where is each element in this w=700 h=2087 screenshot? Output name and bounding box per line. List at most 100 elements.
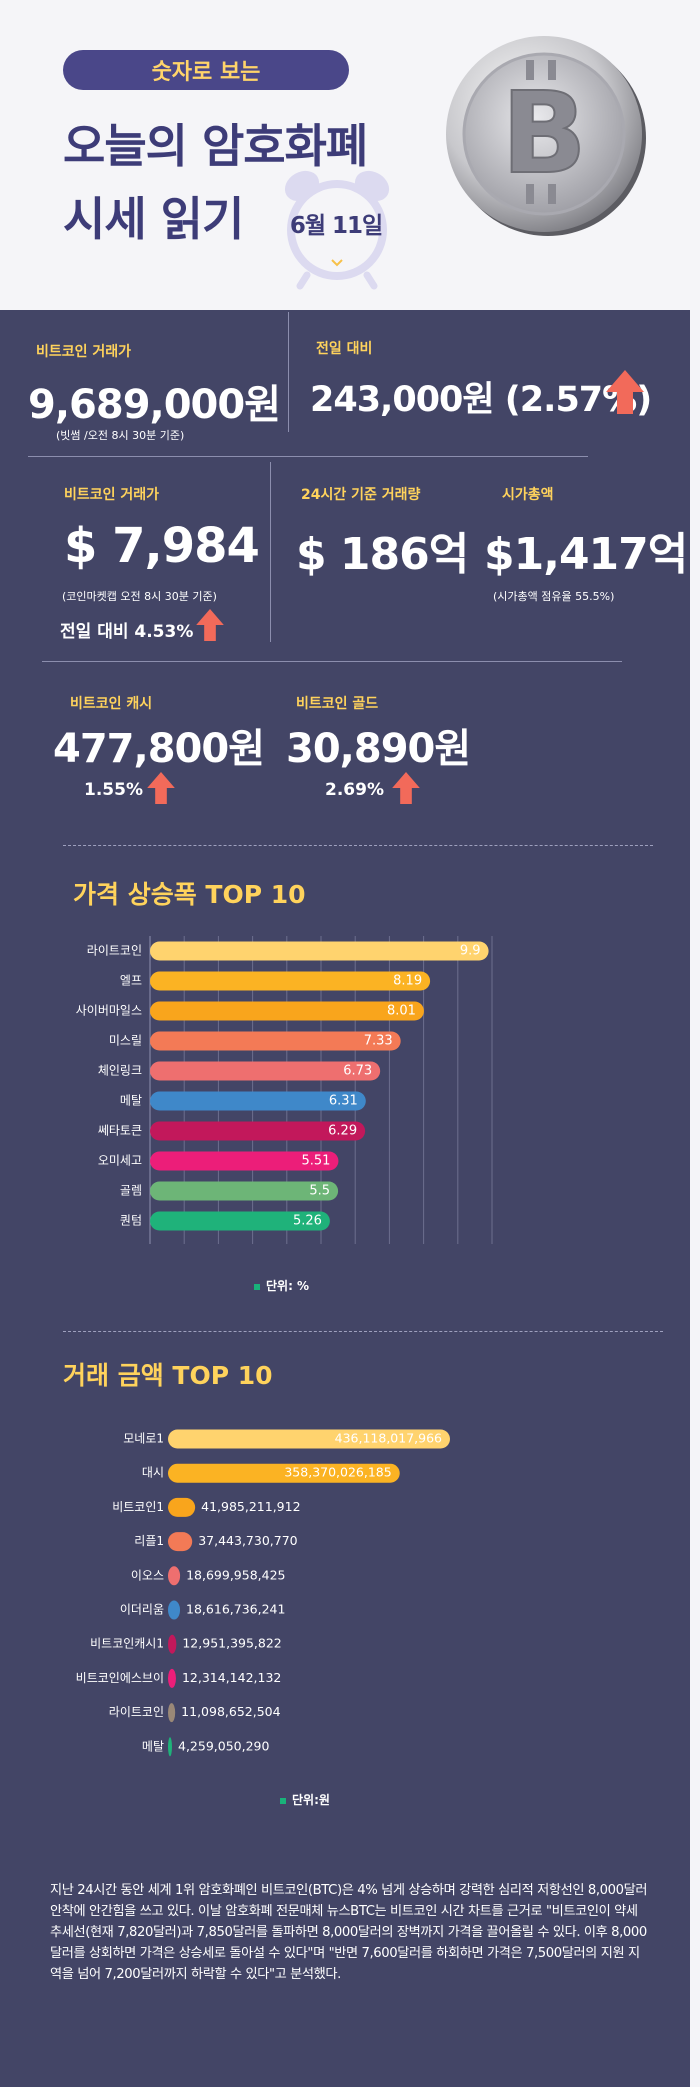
chart1-bar bbox=[150, 1091, 366, 1111]
divider-horizontal-1 bbox=[28, 456, 588, 457]
prev-day-label: 전일 대비 bbox=[316, 341, 373, 357]
chart2-bar bbox=[168, 1497, 196, 1517]
chart1-bar bbox=[150, 1151, 339, 1171]
chart1-category-label: 체인링크 bbox=[98, 1064, 142, 1078]
chart1-value-label: 5.26 bbox=[293, 1214, 322, 1229]
chart1-category-label: 쎄타토큰 bbox=[98, 1124, 142, 1138]
chart2-bar bbox=[168, 1737, 172, 1757]
divider-dashed-1 bbox=[63, 845, 653, 846]
market-cap-note: (시가총액 점유율 55.5%) bbox=[493, 590, 615, 603]
btc-krw-note: (빗썸 /오전 8시 30분 기준) bbox=[56, 429, 185, 442]
header-pill: 숫자로 보는 bbox=[63, 50, 349, 90]
chart1-category-label: 라이트코인 bbox=[87, 944, 142, 958]
chart2-unit-text: 단위:원 bbox=[292, 1793, 330, 1807]
header: 숫자로 보는 오늘의 암호화폐 시세 읽기 6월 11일 B bbox=[0, 0, 700, 310]
chart2-title: 거래 금액 TOP 10 bbox=[63, 1361, 273, 1390]
date-label: 6월 11일 bbox=[289, 213, 383, 239]
chart1-category-label: 퀀텀 bbox=[120, 1214, 142, 1228]
chart1-bar bbox=[150, 1031, 401, 1051]
chart2-category-label: 이더리움 bbox=[120, 1603, 164, 1617]
alarm-clock-icon bbox=[284, 170, 390, 290]
chart2-category-label: 라이트코인 bbox=[109, 1705, 164, 1719]
btc-krw-value: 9,689,000원 bbox=[28, 382, 281, 428]
chart1-bar bbox=[150, 1061, 381, 1081]
chart2-value-label: 18,699,958,425 bbox=[186, 1567, 285, 1582]
btc-usd-label: 비트코인 거래가 bbox=[64, 487, 160, 503]
chart1-category-label: 미스릴 bbox=[109, 1034, 142, 1048]
bitcoin-coin-icon: B bbox=[446, 36, 646, 236]
btg-label: 비트코인 골드 bbox=[296, 696, 379, 712]
volume-label: 24시간 기준 거래량 bbox=[301, 487, 421, 503]
chart2-category-label: 모네로1 bbox=[123, 1432, 164, 1446]
chart1-value-label: 6.29 bbox=[328, 1124, 357, 1139]
chart1-bar bbox=[150, 971, 431, 991]
up-arrow-icon bbox=[147, 772, 175, 804]
chart1-value-label: 5.5 bbox=[309, 1184, 330, 1199]
divider-vertical-1 bbox=[288, 312, 289, 432]
chart2-trade-amount: 모네로1 436,118,017,966 대시 358,370,026,185 비트코인… bbox=[76, 1429, 450, 1757]
legend-square-icon bbox=[280, 1797, 286, 1804]
chart2-bar bbox=[168, 1463, 400, 1483]
bch-change: 1.55% bbox=[84, 780, 143, 800]
market-cap-label: 시가총액 bbox=[502, 487, 554, 503]
chart2-bar bbox=[168, 1429, 450, 1449]
chart2-category-label: 이오스 bbox=[131, 1568, 164, 1582]
up-arrow-icon bbox=[196, 609, 224, 641]
chart1-unit: 단위: % bbox=[254, 1277, 309, 1294]
divider-vertical-2 bbox=[270, 462, 271, 642]
chart1-bar bbox=[150, 1181, 339, 1201]
chart1-category-label: 엘프 bbox=[120, 974, 142, 988]
chart1-value-label: 8.19 bbox=[393, 974, 422, 989]
btc-usd-value: $ 7,984 bbox=[64, 518, 260, 574]
chart2-bar bbox=[168, 1532, 193, 1552]
chart2-bar bbox=[168, 1668, 176, 1688]
chart2-value-label: 12,951,395,822 bbox=[182, 1636, 281, 1651]
chart1-bar bbox=[150, 1121, 366, 1141]
chart2-bar bbox=[168, 1634, 177, 1654]
chart2-category-label: 비트코인1 bbox=[112, 1500, 164, 1514]
page-title-line1: 오늘의 암호화폐 bbox=[63, 119, 368, 173]
chart1-value-label: 6.31 bbox=[329, 1094, 358, 1109]
chart1-unit-text: 단위: % bbox=[266, 1279, 310, 1293]
chart1-category-label: 골렘 bbox=[120, 1184, 142, 1198]
chart1-value-label: 7.33 bbox=[364, 1034, 393, 1049]
chart1-value-label: 6.73 bbox=[343, 1064, 372, 1079]
chart2-value-label: 436,118,017,966 bbox=[335, 1431, 442, 1446]
chart1-price-gain: 라이트코인 9.9 엘프 8.19 사이버마일스 8.01 미스릴 7.33 체인링크 6.73 메… bbox=[76, 936, 493, 1244]
chart1-value-label: 9.9 bbox=[460, 944, 481, 959]
chart2-category-label: 비트코인에스브이 bbox=[76, 1671, 164, 1685]
chart1-category-label: 오미세고 bbox=[98, 1154, 142, 1168]
btc-krw-label: 비트코인 거래가 bbox=[36, 344, 132, 360]
chart1-value-label: 8.01 bbox=[387, 1004, 416, 1019]
chart1-category-label: 메탈 bbox=[120, 1094, 142, 1108]
chart2-value-label: 12,314,142,132 bbox=[182, 1670, 281, 1685]
chart1-title: 가격 상승폭 TOP 10 bbox=[73, 880, 306, 909]
page-title-line2: 시세 읽기 bbox=[63, 192, 244, 246]
chart2-category-label: 대시 bbox=[142, 1466, 164, 1480]
chart2-category-label: 비트코인캐시1 bbox=[90, 1637, 164, 1651]
chart2-value-label: 41,985,211,912 bbox=[201, 1499, 300, 1514]
bch-label: 비트코인 캐시 bbox=[70, 696, 153, 712]
bch-value: 477,800원 bbox=[53, 726, 265, 772]
chart2-category-label: 메탈 bbox=[142, 1739, 164, 1753]
chart2-unit: 단위:원 bbox=[280, 1791, 330, 1808]
market-cap-value: $1,417억 bbox=[484, 529, 688, 580]
volume-value: $ 186억 bbox=[296, 529, 469, 580]
chart1-bar bbox=[150, 941, 489, 961]
btg-value: 30,890원 bbox=[286, 726, 471, 772]
btc-usd-change: 전일 대비 4.53% bbox=[60, 622, 194, 642]
up-arrow-icon bbox=[606, 370, 644, 414]
chart2-value-label: 18,616,736,241 bbox=[186, 1602, 285, 1617]
chart1-category-label: 사이버마일스 bbox=[76, 1004, 142, 1018]
chart2-bar bbox=[168, 1566, 181, 1586]
divider-dashed-2 bbox=[63, 1331, 663, 1332]
up-arrow-icon bbox=[392, 772, 420, 804]
svg-text:B: B bbox=[501, 69, 586, 199]
chart1-bar bbox=[150, 1001, 424, 1021]
chart2-category-label: 리플1 bbox=[134, 1534, 164, 1548]
chart2-bar bbox=[168, 1600, 181, 1620]
btc-usd-note: (코인마켓캡 오전 8시 30분 기준) bbox=[62, 590, 217, 603]
btg-change: 2.69% bbox=[325, 780, 384, 800]
chart2-value-label: 11,098,652,504 bbox=[181, 1704, 280, 1719]
chart2-value-label: 37,443,730,770 bbox=[198, 1533, 297, 1548]
